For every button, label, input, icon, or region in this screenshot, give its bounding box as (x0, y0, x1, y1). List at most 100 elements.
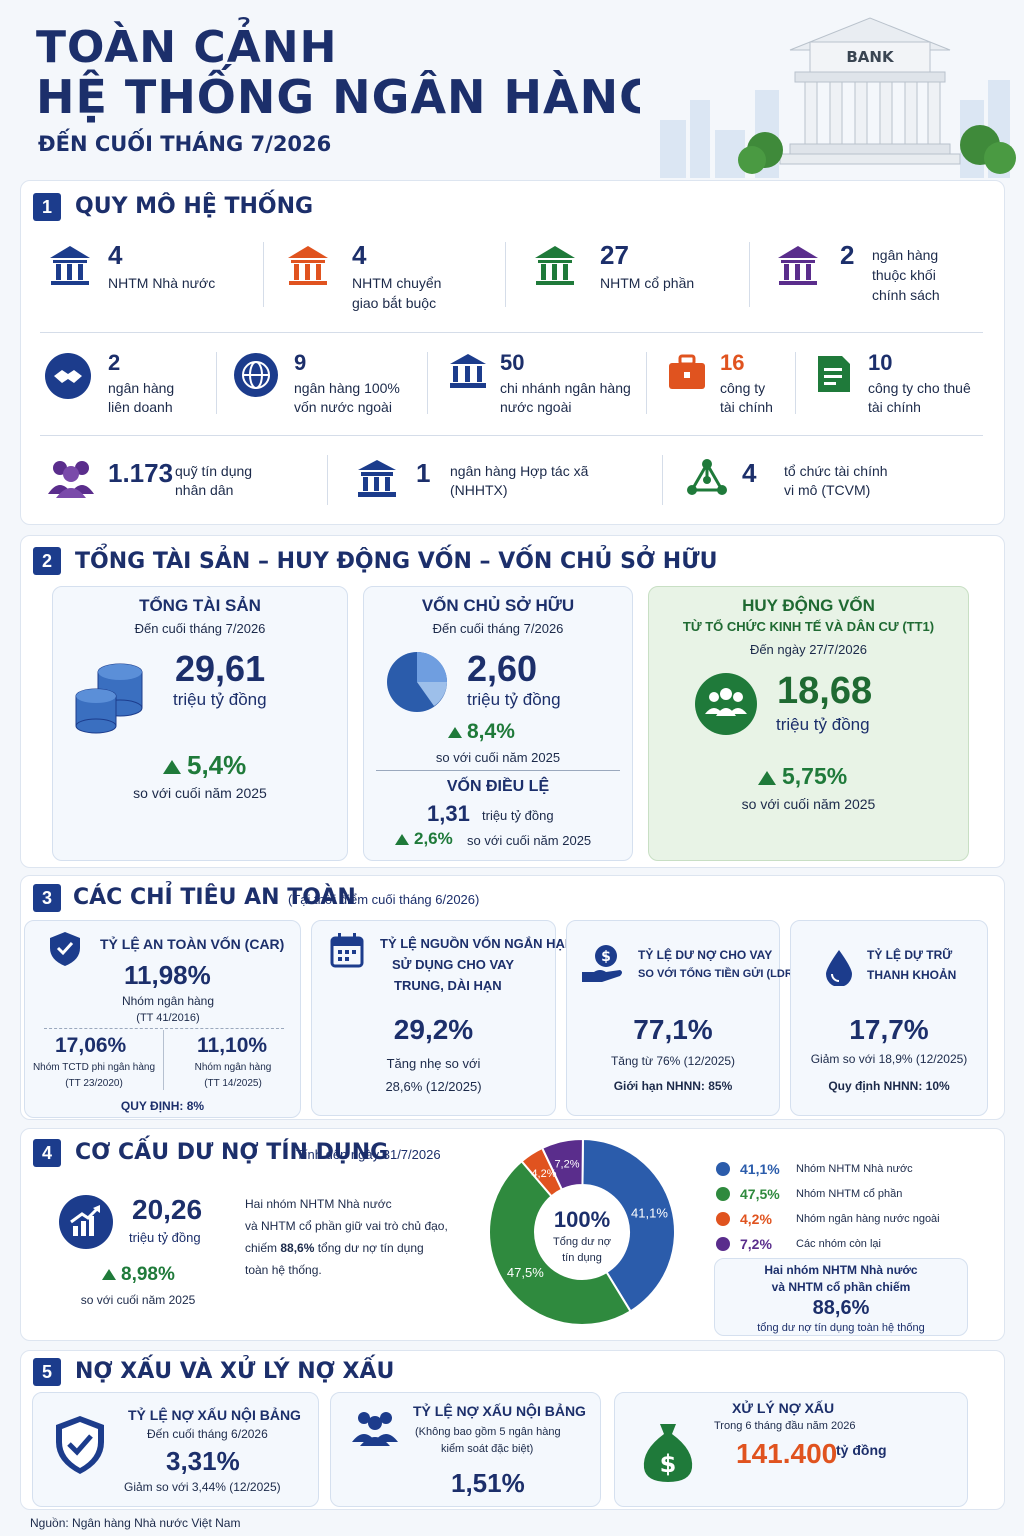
legend-label: Các nhóm còn lại (796, 1237, 881, 1250)
ldr-desc-2: Giới hạn NHNN: 85% (613, 1079, 733, 1093)
handshake-icon (45, 353, 91, 399)
section-2-number: 2 (33, 547, 61, 575)
up-arrow-icon (448, 726, 462, 738)
shield-check-icon (56, 1416, 104, 1474)
money-bag-icon: $ (643, 1424, 693, 1482)
subtitle: ĐẾN CUỐI THÁNG 7/2026 (38, 132, 332, 156)
reserve-desc-2: Quy định NHNN: 10% (828, 1079, 950, 1093)
deposits-subtitle: TỪ TỔ CHỨC KINH TẾ VÀ DÂN CƯ (TT1) (682, 619, 935, 634)
npl-title: TỶ LỆ NỢ XẤU NỘI BẢNG (128, 1407, 301, 1423)
joint-stock-banks-label: NHTM cổ phần (600, 275, 695, 291)
legend-item: 41,1% Nhóm NHTM Nhà nước (716, 1156, 940, 1181)
source-note: Nguồn: Ngân hàng Nhà nước Việt Nam (30, 1516, 241, 1530)
reserve-title-1: TỶ LỆ DỰ TRỮ (867, 948, 953, 962)
car-nonbank-value: 17,06% (55, 1034, 127, 1057)
donut-center-value: 100% (554, 1207, 610, 1232)
svg-text:$: $ (660, 1450, 677, 1478)
npl-handled-unit: tỷ đồng (836, 1442, 887, 1458)
charter-capital-compare: so với cuối năm 2025 (467, 833, 592, 848)
short-term-title-1: TỶ LỆ NGUỒN VỐN NGẮN HẠN (380, 936, 575, 951)
foreign-banks-count: 9 (294, 350, 307, 375)
total-assets-title: TỔNG TÀI SẢN (139, 596, 261, 615)
npl-value: 3,31% (166, 1446, 240, 1476)
donut-slice-other (540, 1138, 584, 1191)
bank-icon (535, 246, 575, 285)
section-3-title: CÁC CHỈ TIÊU AN TOÀN (73, 885, 356, 910)
car-bank-desc-1: Nhóm ngân hàng (194, 1062, 272, 1073)
svg-text:$: $ (601, 949, 611, 965)
short-term-desc-1: Tăng nhẹ so với (386, 1056, 481, 1071)
equity-value: 2,60 (467, 648, 538, 689)
shield-check-icon (50, 932, 80, 966)
globe-icon (234, 353, 278, 397)
legend-label: Nhóm NHTM Nhà nước (796, 1162, 913, 1175)
car-title: TỶ LỆ AN TOÀN VỐN (CAR) (100, 936, 285, 952)
legend-swatch (716, 1211, 730, 1226)
section-4-number: 4 (33, 1139, 61, 1167)
policy-banks-count: 2 (840, 240, 855, 270)
charter-capital-title: VỐN ĐIỀU LỆ (446, 778, 550, 795)
leasing-companies-count: 10 (868, 350, 893, 375)
joint-venture-count: 2 (108, 350, 121, 375)
cooperative-bank-label-2: (NHHTX) (450, 482, 508, 498)
legend-item: 7,2% Các nhóm còn lại (716, 1231, 940, 1256)
pie-chart-icon (387, 652, 447, 712)
equity-card (363, 586, 633, 861)
foreign-branches-count: 50 (500, 350, 525, 375)
credit-growth: 8,98% (102, 1264, 175, 1286)
npl-desc: Giảm so với 3,44% (12/2025) (124, 1480, 281, 1494)
leasing-companies-label-2: tài chính (868, 399, 921, 415)
policy-banks-label-3: chính sách (872, 287, 940, 303)
transferred-banks-label-2: giao bắt buộc (352, 295, 437, 311)
total-assets-unit: triệu tỷ đồng (173, 690, 267, 709)
legend-label: Nhóm NHTM cổ phần (796, 1187, 903, 1200)
donut-label-joint-stock: 47,5% (507, 1265, 544, 1280)
legend-value: 41,1% (740, 1160, 780, 1177)
coins-stack-icon (75, 663, 143, 734)
section-3-number: 3 (33, 884, 61, 912)
section-5-number: 5 (33, 1358, 61, 1386)
legend-swatch (716, 1236, 730, 1251)
donut-label-foreign: 4,2% (531, 1168, 556, 1180)
legend-label: Nhóm ngân hàng nước ngoài (796, 1212, 940, 1225)
legend-value: 4,2% (740, 1210, 772, 1227)
legend-item: 47,5% Nhóm NHTM cổ phần (716, 1181, 940, 1206)
section-1-title: QUY MÔ HỆ THỐNG (75, 194, 314, 219)
short-term-title-2: SỬ DỤNG CHO VAY (392, 957, 515, 972)
section-2-title: TỔNG TÀI SẢN – HUY ĐỘNG VỐN – VỐN CHỦ SỞ… (75, 549, 718, 574)
total-assets-growth: 5,4% (163, 750, 246, 781)
donut-slice-state (581, 1137, 676, 1313)
car-desc-1: Nhóm ngân hàng (121, 994, 215, 1008)
legend-value: 7,2% (740, 1235, 772, 1252)
briefcase-icon (669, 354, 705, 389)
foreign-banks-label-2: vốn nước ngoài (294, 399, 392, 415)
section-3-note: (Tại thời điểm cuối tháng 6/2026) (288, 892, 480, 907)
donut-label-state: 41,1% (631, 1205, 668, 1220)
bank-icon (778, 246, 818, 285)
charter-capital-growth: 2,6% (395, 829, 453, 849)
equity-title: VỐN CHỦ SỞ HỮU (421, 596, 575, 615)
credit-total-unit: triệu tỷ đồng (129, 1230, 201, 1245)
growth-chart-icon (59, 1195, 113, 1249)
microfinance-label-1: tổ chức tài chính (784, 463, 888, 479)
equity-compare: so với cuối năm 2025 (435, 750, 561, 765)
section-4-note: Tính đến ngày 31/7/2026 (296, 1147, 441, 1162)
credit-funds-count: 1.173 (108, 458, 174, 488)
dollar-hand-icon: $ (582, 945, 622, 982)
legend-value: 47,5% (740, 1185, 780, 1202)
title-line-1: TOÀN CẢNH (36, 22, 338, 73)
section-4-title: CƠ CẤU DƯ NỢ TÍN DỤNG (75, 1140, 389, 1165)
reserve-title-2: THANH KHOẢN (867, 968, 957, 982)
credit-share-value: 88,6% (812, 1297, 870, 1319)
foreign-branches-label-2: nước ngoài (500, 399, 572, 415)
npl-excl-title: TỶ LỆ NỢ XẤU NỘI BẢNG (413, 1403, 586, 1419)
equity-unit: triệu tỷ đồng (467, 690, 561, 709)
npl-date: Đến cuối tháng 6/2026 (147, 1427, 268, 1441)
credit-funds-label-2: nhân dân (175, 482, 234, 498)
credit-compare: so với cuối năm 2025 (80, 1293, 196, 1307)
joint-venture-label-2: liên doanh (108, 399, 173, 415)
reserve-card (790, 920, 988, 1116)
total-assets-date: Đến cuối tháng 7/2026 (134, 621, 266, 636)
legend-item: 4,2% Nhóm ngân hàng nước ngoài (716, 1206, 940, 1231)
npl-handled-title: XỬ LÝ NỢ XẤU (732, 1400, 835, 1416)
